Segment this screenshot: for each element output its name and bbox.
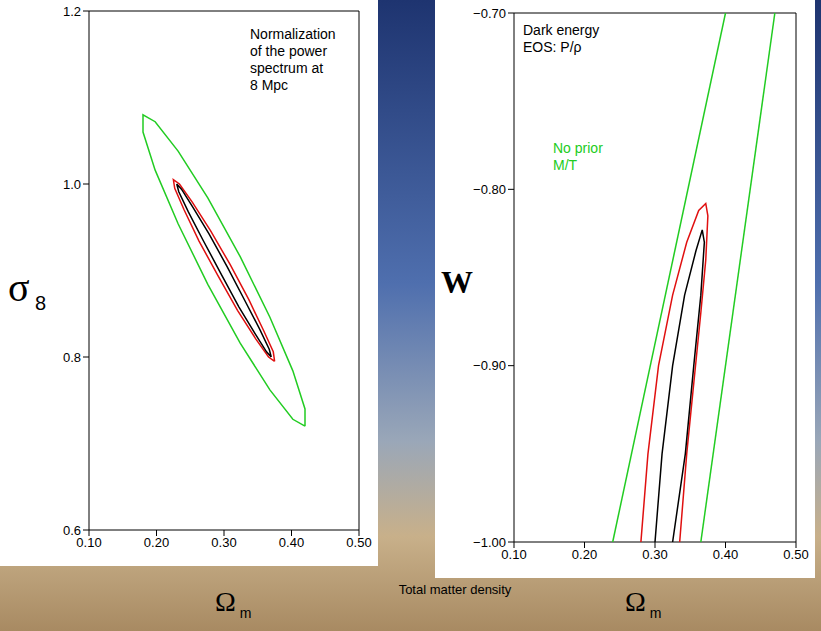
html-text:8: 8: [29, 292, 47, 314]
html-text:spectrum at: spectrum at: [250, 60, 324, 76]
html-text:W: W: [441, 264, 473, 300]
svg-text:0.6: 0.6: [63, 523, 81, 538]
svg-text:−1.00: −1.00: [473, 535, 506, 550]
svg-text:−0.70: −0.70: [473, 6, 506, 21]
svg-text:0.20: 0.20: [572, 547, 597, 562]
svg-text:0.8: 0.8: [63, 350, 81, 365]
svg-text:0.30: 0.30: [211, 535, 236, 550]
svg-text:0.10: 0.10: [76, 535, 102, 551]
svg-text:0.50: 0.50: [346, 535, 371, 550]
svg-text:0.30: 0.30: [642, 547, 667, 562]
html-text:Total matter density: Total matter density: [398, 582, 512, 597]
svg-text:1.2: 1.2: [63, 4, 81, 19]
svg-text:0.40: 0.40: [279, 535, 304, 550]
html-text:Dark energy: Dark energy: [523, 22, 600, 38]
svg-text:0.10: 0.10: [501, 547, 527, 563]
svg-text:0.40: 0.40: [713, 547, 738, 562]
html-text:8 Mpc: 8 Mpc: [250, 77, 289, 93]
html-text:No prior: No prior: [553, 140, 603, 156]
html-text:Ωm: Ωm: [215, 586, 252, 621]
html-text:EOS: P/ρ: EOS: P/ρ: [523, 39, 582, 55]
html-text:of the power: of the power: [250, 43, 328, 59]
html-text:Ωm: Ωm: [625, 586, 662, 621]
html-text:σ: σ: [8, 265, 30, 310]
html-text:M/T: M/T: [553, 157, 578, 173]
svg-text:1.0: 1.0: [63, 177, 81, 192]
svg-text:0.50: 0.50: [783, 547, 808, 562]
svg-text:0.20: 0.20: [144, 535, 169, 550]
svg-text:−0.80: −0.80: [473, 182, 506, 197]
html-text:Normalization: Normalization: [250, 26, 336, 42]
svg-text:−0.90: −0.90: [473, 358, 506, 373]
